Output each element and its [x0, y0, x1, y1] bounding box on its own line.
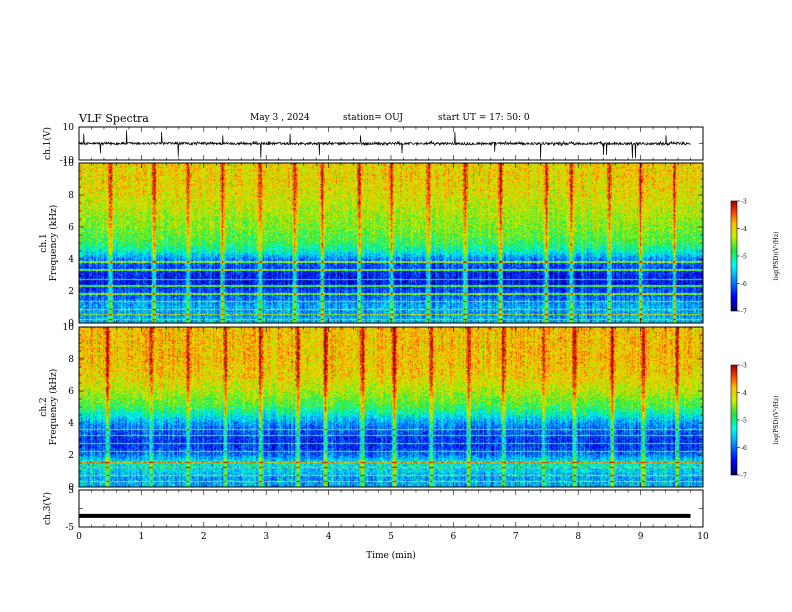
- start-time-label: start UT = 17: 50: 0: [438, 113, 530, 123]
- colorbar-tick-label: -4: [741, 390, 747, 397]
- chart-title: VLF Spectra: [79, 112, 149, 125]
- x-tick-label: 5: [388, 532, 394, 542]
- x-tick-label: 10: [697, 532, 709, 542]
- x-tick-label: 6: [451, 532, 457, 542]
- y-tick-label: 0: [68, 319, 74, 329]
- y-axis-label: ch.3(V): [42, 492, 53, 525]
- y-tick-label: 10: [63, 323, 75, 333]
- y-tick-label: 6: [68, 387, 74, 397]
- x-tick-label: 0: [76, 532, 82, 542]
- x-axis-label: Time (min): [366, 550, 416, 561]
- y-tick-label: 2: [68, 451, 74, 461]
- colorbar-tick-label: -6: [741, 281, 747, 288]
- colorbar-tick-label: -3: [741, 363, 747, 370]
- colorbar-tick-label: -5: [741, 254, 747, 261]
- ch1-spectrogram-image: [79, 163, 703, 323]
- ch2-spectrogram-image: [79, 327, 703, 487]
- y-tick-label: -5: [65, 523, 74, 533]
- y-axis-label: Frequency (kHz): [48, 369, 59, 446]
- y-tick-label: 4: [68, 419, 74, 429]
- x-tick-label: 2: [201, 532, 207, 542]
- y-tick-label: 10: [63, 159, 75, 169]
- ch2-colorbar: [731, 365, 737, 475]
- y-axis-label: ch.1: [39, 233, 49, 252]
- station-label: station= OUJ: [343, 113, 404, 123]
- ch1-colorbar: [731, 201, 737, 311]
- colorbar-tick-label: -3: [741, 199, 747, 206]
- y-axis-label: Frequency (kHz): [48, 205, 59, 282]
- y-tick-label: 8: [68, 191, 74, 201]
- colorbar-tick-label: -7: [741, 309, 747, 316]
- colorbar-tick-label: -6: [741, 445, 747, 452]
- y-tick-label: 6: [68, 223, 74, 233]
- y-tick-label: 5: [68, 486, 74, 496]
- date-label: May 3 , 2024: [250, 113, 310, 123]
- y-tick-label: 2: [68, 287, 74, 297]
- x-tick-label: 4: [326, 532, 332, 542]
- y-tick-label: 0: [68, 483, 74, 493]
- x-tick-label: 8: [575, 532, 581, 542]
- y-tick-label: -10: [60, 156, 75, 166]
- y-axis-label: ch.1(V): [42, 127, 53, 160]
- ch3-panel-frame: [78, 489, 704, 528]
- x-tick-label: 1: [139, 532, 145, 542]
- colorbar-tick-label: -7: [741, 473, 747, 480]
- colorbar-tick-label: -4: [741, 226, 747, 233]
- y-tick-label: 4: [68, 255, 74, 265]
- x-tick-label: 3: [263, 532, 269, 542]
- ch1-waveform-trace: [78, 130, 691, 159]
- y-tick-label: 10: [63, 123, 75, 133]
- colorbar-label: log(PSD)(V²/Hz): [773, 232, 780, 281]
- x-tick-label: 7: [513, 532, 519, 542]
- y-axis-label: ch.2: [39, 397, 49, 416]
- colorbar-label: log(PSD)(V²/Hz): [773, 396, 780, 445]
- panels: [78, 130, 703, 518]
- colorbar-tick-label: -5: [741, 418, 747, 425]
- y-tick-label: 8: [68, 355, 74, 365]
- x-tick-label: 9: [638, 532, 644, 542]
